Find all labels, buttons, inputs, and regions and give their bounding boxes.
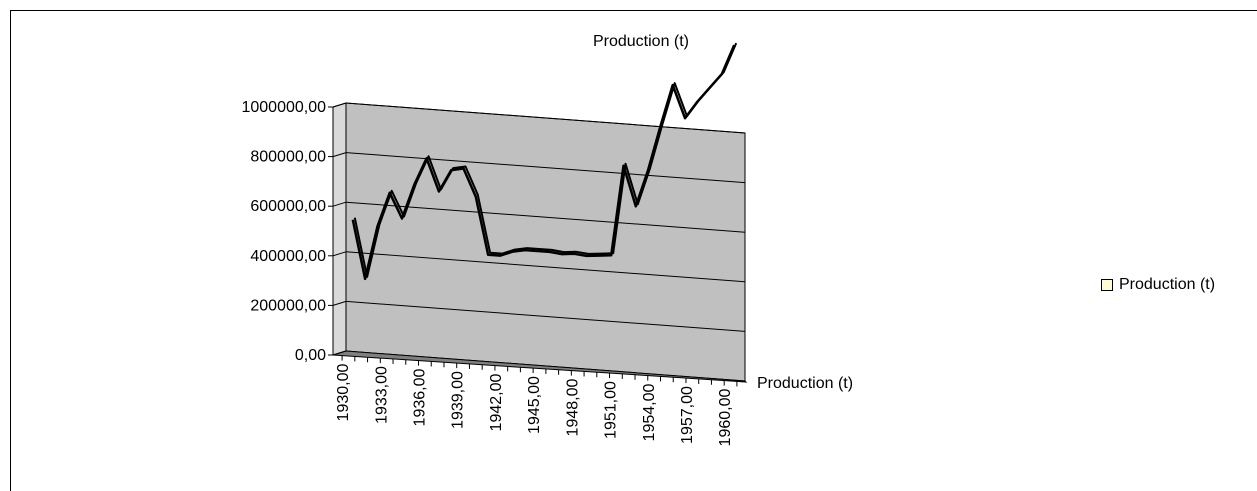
gridline-side <box>332 201 347 207</box>
x-axis-ticks <box>341 355 738 387</box>
chart-frame <box>10 10 1257 491</box>
gridline-side <box>332 152 347 158</box>
gridline-side <box>332 251 347 257</box>
gridline <box>345 201 746 233</box>
x-tick-label: 1933,00 <box>373 366 390 424</box>
y-tick-label: 400000,00 <box>250 248 326 265</box>
x-tick-label: 1945,00 <box>526 376 543 434</box>
gridline-side <box>332 102 347 108</box>
x-tick-label: 1942,00 <box>488 374 505 432</box>
legend-label: Production (t) <box>1119 276 1216 293</box>
x-tick-label: 1954,00 <box>641 384 658 442</box>
series-line <box>353 42 738 278</box>
legend: Production (t) <box>1097 273 1216 297</box>
chart-title: Production (t) <box>593 33 689 50</box>
y-tick-label: 200000,00 <box>250 297 326 314</box>
side-wall <box>332 102 347 356</box>
gridline-side <box>332 300 347 306</box>
gridline <box>345 102 746 134</box>
x-tick-label: 1930,00 <box>335 364 352 422</box>
y-axis-labels: 0,00 200000,00 400000,00 600000,00 800000,00… <box>241 99 326 364</box>
y-tick-label: 800000,00 <box>250 149 326 166</box>
series-production <box>351 42 738 281</box>
legend-swatch <box>1101 279 1113 291</box>
x-tick-label: 1960,00 <box>717 389 734 447</box>
y-tick-label: 0,00 <box>295 347 326 364</box>
y-tick-label: 600000,00 <box>250 198 326 215</box>
y-tick-label: 1000000,00 <box>241 99 326 116</box>
x-tick-label: 1948,00 <box>564 379 581 437</box>
x-tick-label: 1951,00 <box>603 381 620 439</box>
x-tick-label: 1957,00 <box>679 386 696 444</box>
x-tick-label: 1936,00 <box>412 369 429 427</box>
gridline <box>345 300 746 332</box>
x-axis-labels: 1930,00 1933,00 1936,00 1939,00 1942,00 1945,… <box>335 364 734 447</box>
y-axis-ticks <box>328 106 333 356</box>
gridline <box>345 251 746 283</box>
gridlines <box>332 102 746 356</box>
gridline <box>345 152 746 184</box>
x-tick-label: 1939,00 <box>450 371 467 429</box>
gridline-side <box>332 350 347 356</box>
depth-axis-label: Production (t) <box>757 375 853 392</box>
back-wall <box>345 102 746 382</box>
plot-walls <box>332 102 748 383</box>
